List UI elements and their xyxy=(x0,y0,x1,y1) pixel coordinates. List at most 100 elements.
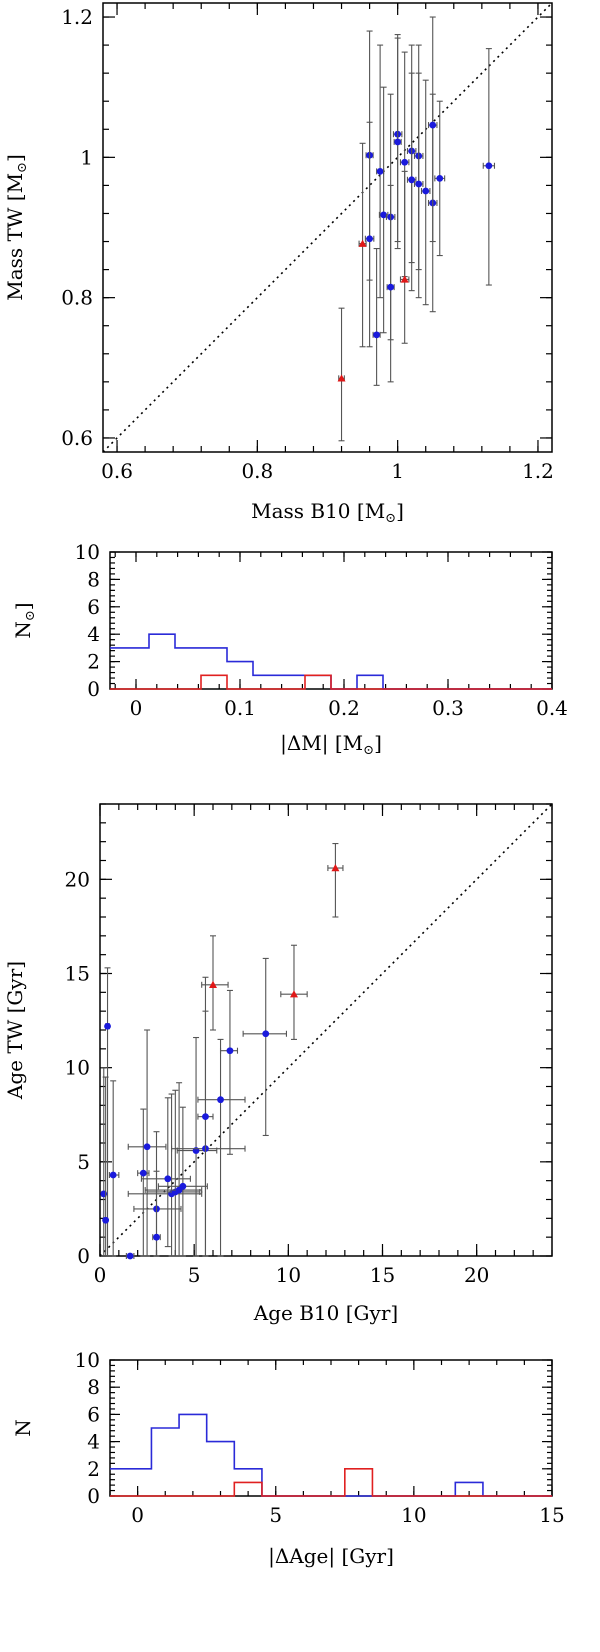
histogram-red xyxy=(110,1468,552,1497)
y-tick-label: 10 xyxy=(65,1056,90,1080)
y-tick-label: 0 xyxy=(87,1484,100,1508)
x-tick-label: 0 xyxy=(130,696,143,720)
x-tick-label: 0 xyxy=(94,1263,107,1287)
plot-frame xyxy=(109,551,553,690)
axis-title-text: Age TW [Gyr] xyxy=(3,961,27,1100)
data-point-red xyxy=(400,275,409,283)
data-point-red xyxy=(331,864,340,872)
y-tick-label: 0.6 xyxy=(61,426,93,450)
y-tick-label: 5 xyxy=(77,1150,90,1174)
axis-title-text: Age B10 [Gyr] xyxy=(253,1301,398,1325)
one-to-one-line xyxy=(99,803,553,1257)
y-axis-title: N xyxy=(11,1419,35,1437)
y-tick-label: 2 xyxy=(87,1457,100,1481)
data-point-blue xyxy=(109,1171,117,1179)
axis-title-text: |ΔAge| [Gyr] xyxy=(268,1544,394,1569)
one-to-one-line xyxy=(102,2,553,453)
axis-title-text: Mass B10 [M xyxy=(251,499,385,523)
unit-suffix: ] xyxy=(11,602,35,610)
y-tick-label: 4 xyxy=(87,622,100,646)
axis-title-text: N xyxy=(11,621,35,639)
y-tick-label: 10 xyxy=(75,1348,100,1372)
data-point-blue xyxy=(226,1047,234,1055)
data-point-blue xyxy=(387,283,395,291)
axis-title-text: |ΔM| [M xyxy=(280,731,363,756)
unit-suffix: ] xyxy=(396,499,404,523)
data-point-red xyxy=(358,239,367,247)
y-tick-label: 20 xyxy=(65,867,90,891)
axis-title-text: N xyxy=(11,1419,35,1437)
age-scatter-panel: 0 5 10 15 20 0 5 10 15 20 Age B10 [Gyr] Age TW [Gyr… xyxy=(3,803,553,1325)
data-point-blue xyxy=(153,1233,160,1241)
sun-symbol: ⊙ xyxy=(15,162,30,173)
data-point-blue xyxy=(408,176,416,184)
y-axis-title: N⊙] xyxy=(11,602,38,638)
data-point-blue xyxy=(217,1096,224,1104)
data-point-blue xyxy=(485,162,493,170)
data-point-blue xyxy=(429,121,437,129)
y-axis-title: Mass TW [M⊙] xyxy=(3,154,30,301)
y-tick-label: 0.8 xyxy=(61,286,93,310)
y-tick-label: 1 xyxy=(80,145,93,169)
y-tick-label: 10 xyxy=(75,540,100,564)
age-difference-histogram-panel: 0 5 10 15 0 2 4 6 8 10 |ΔAge| [Gyr] N xyxy=(11,1348,565,1569)
x-tick-label: 10 xyxy=(276,1263,301,1287)
x-tick-label: 0.4 xyxy=(536,696,568,720)
x-tick-label: 0.8 xyxy=(241,459,273,483)
data-point-blue xyxy=(366,235,373,243)
x-axis-title: Age B10 [Gyr] xyxy=(253,1301,398,1325)
y-tick-label: 2 xyxy=(87,650,100,674)
y-tick-label: 4 xyxy=(87,1430,100,1454)
data-point-blue xyxy=(262,1030,270,1038)
data-point-red xyxy=(337,374,346,382)
x-axis-title: Mass B10 [M⊙] xyxy=(251,499,404,526)
data-point-blue xyxy=(202,1113,209,1121)
y-tick-label: 0 xyxy=(87,677,100,701)
data-point-blue xyxy=(380,211,388,219)
data-point-blue xyxy=(436,174,444,182)
x-tick-label: 1 xyxy=(391,459,404,483)
x-tick-label: 0.3 xyxy=(432,696,464,720)
data-point-blue xyxy=(179,1182,187,1190)
sun-symbol: ⊙ xyxy=(23,610,38,621)
x-axis-title: |ΔM| [M⊙] xyxy=(280,731,382,758)
x-tick-label: 0 xyxy=(131,1503,144,1527)
data-point-red xyxy=(289,990,298,998)
data-point-blue xyxy=(373,331,381,339)
x-tick-label: 20 xyxy=(464,1263,489,1287)
x-tick-label: 5 xyxy=(188,1263,201,1287)
data-point-blue xyxy=(376,167,384,175)
histogram-blue xyxy=(110,1413,552,1497)
histogram-blue xyxy=(110,633,552,690)
x-tick-label: 1.2 xyxy=(522,459,554,483)
data-point-blue xyxy=(126,1252,134,1260)
axis-title-text: Mass TW [M xyxy=(3,173,27,301)
y-tick-label: 0 xyxy=(77,1244,90,1268)
data-point-blue xyxy=(415,180,423,188)
sun-symbol: ⊙ xyxy=(385,511,396,526)
x-tick-label: 15 xyxy=(370,1263,395,1287)
x-tick-label: 0.2 xyxy=(328,696,360,720)
y-tick-label: 15 xyxy=(65,962,90,986)
x-tick-label: 0.1 xyxy=(224,696,256,720)
unit-suffix: ] xyxy=(3,154,27,162)
x-tick-label: 5 xyxy=(269,1503,282,1527)
x-axis-title: |ΔAge| [Gyr] xyxy=(268,1544,394,1569)
y-tick-label: 6 xyxy=(87,1402,100,1426)
data-point-blue xyxy=(164,1175,172,1183)
data-point-blue xyxy=(422,187,430,195)
sun-symbol: ⊙ xyxy=(363,743,374,758)
y-tick-label: 1.2 xyxy=(61,5,93,29)
x-tick-label: 10 xyxy=(401,1503,426,1527)
y-tick-label: 8 xyxy=(87,567,100,591)
histogram-red xyxy=(110,674,552,690)
x-tick-label: 15 xyxy=(539,1503,564,1527)
data-point-red xyxy=(209,980,217,988)
data-point-blue xyxy=(394,138,402,146)
data-point-blue xyxy=(143,1143,151,1151)
y-axis-title: Age TW [Gyr] xyxy=(3,961,27,1100)
data-point-blue xyxy=(102,1216,110,1224)
